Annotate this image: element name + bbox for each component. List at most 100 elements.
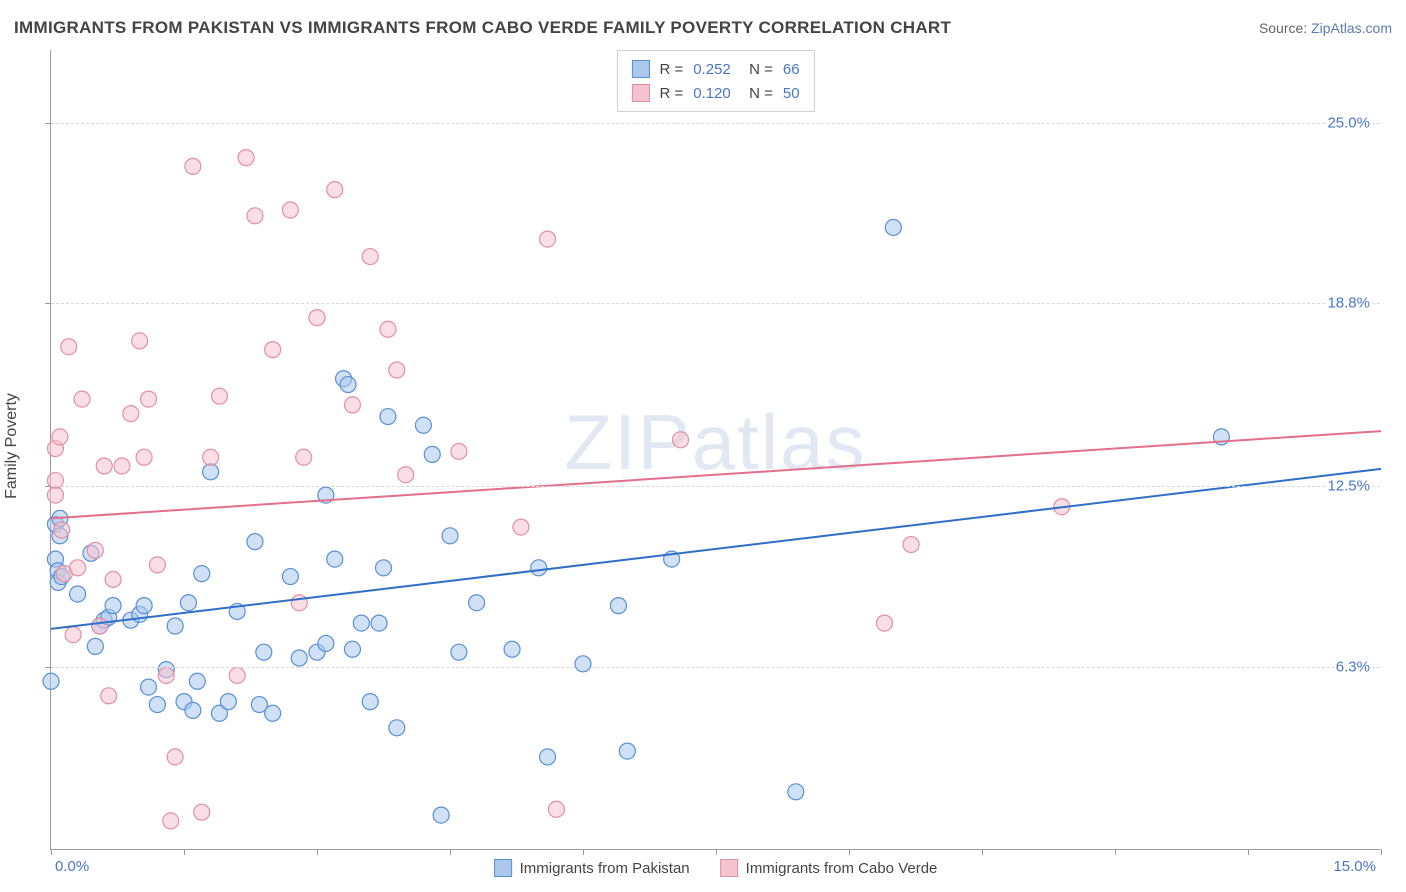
legend-item-pakistan: Immigrants from Pakistan — [494, 859, 690, 877]
data-point-pakistan — [340, 377, 356, 393]
data-point-cabo_verde — [296, 449, 312, 465]
x-tick-label: 15.0% — [1333, 858, 1376, 875]
source-link[interactable]: ZipAtlas.com — [1311, 20, 1392, 36]
gridline — [51, 667, 1380, 668]
x-tick-mark — [317, 849, 318, 855]
data-point-pakistan — [265, 705, 281, 721]
gridline — [51, 303, 1380, 304]
swatch-pakistan-bottom — [494, 859, 512, 877]
data-point-cabo_verde — [114, 458, 130, 474]
data-point-pakistan — [469, 595, 485, 611]
data-point-cabo_verde — [52, 429, 68, 445]
data-point-pakistan — [353, 615, 369, 631]
data-point-cabo_verde — [291, 595, 307, 611]
data-point-pakistan — [575, 656, 591, 672]
data-point-pakistan — [504, 641, 520, 657]
data-point-pakistan — [433, 807, 449, 823]
data-point-pakistan — [185, 702, 201, 718]
gridline — [51, 123, 1380, 124]
data-point-pakistan — [220, 694, 236, 710]
data-point-cabo_verde — [673, 432, 689, 448]
data-point-pakistan — [540, 749, 556, 765]
r-value-cabo-verde: 0.120 — [693, 85, 731, 102]
data-point-pakistan — [451, 644, 467, 660]
series-label-pakistan: Immigrants from Pakistan — [520, 860, 690, 877]
x-tick-mark — [51, 849, 52, 855]
data-point-cabo_verde — [101, 688, 117, 704]
plot-area: ZIPatlas R = 0.252 N = 66 R = 0.120 N = … — [50, 50, 1380, 850]
y-tick-label: 12.5% — [1325, 478, 1372, 495]
legend-series: Immigrants from Pakistan Immigrants from… — [494, 859, 938, 877]
y-tick-label: 18.8% — [1325, 295, 1372, 312]
data-point-pakistan — [327, 551, 343, 567]
y-tick-mark — [45, 303, 51, 304]
gridline — [51, 486, 1380, 487]
x-tick-mark — [982, 849, 983, 855]
data-point-cabo_verde — [158, 667, 174, 683]
data-point-pakistan — [141, 679, 157, 695]
x-tick-mark — [184, 849, 185, 855]
chart-header: IMMIGRANTS FROM PAKISTAN VS IMMIGRANTS F… — [14, 10, 1392, 46]
y-axis-label: Family Poverty — [3, 393, 21, 499]
data-point-pakistan — [87, 638, 103, 654]
n-value-pakistan: 66 — [783, 61, 800, 78]
legend-item-cabo-verde: Immigrants from Cabo Verde — [720, 859, 938, 877]
swatch-cabo-verde-bottom — [720, 859, 738, 877]
data-point-cabo_verde — [876, 615, 892, 631]
swatch-cabo-verde — [631, 84, 649, 102]
data-point-cabo_verde — [327, 182, 343, 198]
source-attribution: Source: ZipAtlas.com — [1259, 20, 1392, 36]
data-point-pakistan — [194, 566, 210, 582]
data-point-cabo_verde — [344, 397, 360, 413]
data-point-pakistan — [318, 635, 334, 651]
data-point-cabo_verde — [65, 627, 81, 643]
data-point-cabo_verde — [70, 560, 86, 576]
data-point-cabo_verde — [105, 571, 121, 587]
data-point-pakistan — [149, 697, 165, 713]
data-point-cabo_verde — [194, 804, 210, 820]
data-point-pakistan — [885, 219, 901, 235]
y-tick-mark — [45, 486, 51, 487]
data-point-pakistan — [619, 743, 635, 759]
data-point-cabo_verde — [513, 519, 529, 535]
data-point-cabo_verde — [47, 487, 63, 503]
data-point-pakistan — [371, 615, 387, 631]
x-tick-mark — [1115, 849, 1116, 855]
data-point-cabo_verde — [61, 339, 77, 355]
y-tick-label: 6.3% — [1334, 658, 1372, 675]
data-point-cabo_verde — [136, 449, 152, 465]
data-point-cabo_verde — [903, 537, 919, 553]
data-point-cabo_verde — [229, 667, 245, 683]
data-point-cabo_verde — [540, 231, 556, 247]
data-point-pakistan — [531, 560, 547, 576]
chart-title: IMMIGRANTS FROM PAKISTAN VS IMMIGRANTS F… — [14, 18, 951, 38]
x-tick-mark — [849, 849, 850, 855]
data-point-cabo_verde — [282, 202, 298, 218]
data-point-pakistan — [180, 595, 196, 611]
data-point-pakistan — [376, 560, 392, 576]
data-point-pakistan — [167, 618, 183, 634]
data-point-cabo_verde — [87, 542, 103, 558]
chart-svg — [51, 50, 1380, 849]
data-point-cabo_verde — [309, 310, 325, 326]
n-value-cabo-verde: 50 — [783, 85, 800, 102]
r-value-pakistan: 0.252 — [693, 61, 731, 78]
data-point-pakistan — [291, 650, 307, 666]
x-tick-mark — [716, 849, 717, 855]
y-tick-mark — [45, 667, 51, 668]
x-tick-mark — [583, 849, 584, 855]
data-point-pakistan — [442, 528, 458, 544]
x-tick-mark — [450, 849, 451, 855]
data-point-pakistan — [282, 569, 298, 585]
data-point-pakistan — [43, 673, 59, 689]
data-point-cabo_verde — [362, 249, 378, 265]
legend-row-pakistan: R = 0.252 N = 66 — [631, 57, 799, 81]
legend-row-cabo-verde: R = 0.120 N = 50 — [631, 81, 799, 105]
data-point-pakistan — [256, 644, 272, 660]
y-tick-mark — [45, 123, 51, 124]
data-point-cabo_verde — [451, 443, 467, 459]
data-point-pakistan — [70, 586, 86, 602]
data-point-cabo_verde — [74, 391, 90, 407]
data-point-pakistan — [424, 446, 440, 462]
data-point-cabo_verde — [398, 467, 414, 483]
